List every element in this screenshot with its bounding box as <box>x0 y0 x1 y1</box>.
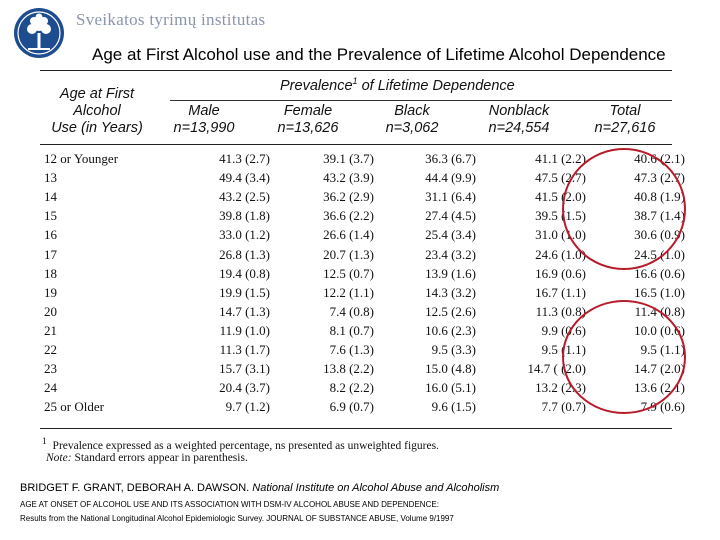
cell-female: 36.2 (2.9) <box>323 189 374 205</box>
cell-female: 26.6 (1.4) <box>323 227 374 243</box>
cell-black: 13.9 (1.6) <box>425 265 476 281</box>
cell-male: 19.4 (0.8) <box>219 265 270 281</box>
cell-male: 41.3 (2.7) <box>219 151 270 166</box>
cell-black: 15.0 (4.8) <box>425 361 476 377</box>
cell-black: 31.1 (6.4) <box>425 189 476 205</box>
column-header-total: Total n=27,616 <box>594 103 656 136</box>
cell-female: 8.1 (0.7) <box>329 322 374 338</box>
cell-male: 43.2 (2.5) <box>219 189 270 205</box>
bottom-rule <box>40 428 672 429</box>
cell-nonblack: 11.3 (0.8) <box>535 303 586 319</box>
cell-age: 24 <box>44 380 57 396</box>
cell-black: 23.4 (3.2) <box>425 246 476 262</box>
cell-male: 15.7 (3.1) <box>219 361 270 377</box>
column-header-male: Male n=13,990 <box>173 103 235 136</box>
cell-male: 11.9 (1.0) <box>219 322 270 338</box>
institute-logo-icon <box>14 8 64 58</box>
cell-female: 7.4 (0.8) <box>329 303 374 319</box>
cell-black: 9.6 (1.5) <box>431 399 476 415</box>
cell-female: 20.7 (1.3) <box>323 246 374 262</box>
cell-age: 20 <box>44 303 57 319</box>
column-header-female: Female n=13,626 <box>277 103 339 136</box>
cell-black: 14.3 (3.2) <box>425 284 476 300</box>
cell-black: 10.6 (2.3) <box>425 322 476 338</box>
cell-male: 33.0 (1.2) <box>219 227 270 243</box>
cell-male: 9.7 (1.2) <box>225 399 270 415</box>
cell-total: 16.6 (0.6) <box>634 265 685 281</box>
cell-black: 27.4 (4.5) <box>425 208 476 224</box>
cell-male: 19.9 (1.5) <box>219 284 270 300</box>
institute-name: Sveikatos tyrimų institutas <box>76 10 266 29</box>
top-rule <box>40 70 672 71</box>
cell-female: 12.2 (1.1) <box>323 284 374 300</box>
cell-age: 17 <box>44 246 57 262</box>
cell-nonblack: 16.9 (0.6) <box>535 265 586 281</box>
cell-female: 39.1 (3.7) <box>323 151 374 166</box>
citation-article-title: AGE AT ONSET OF ALCOHOL USE AND ITS ASSO… <box>20 500 439 509</box>
footnote-note: Note: Standard errors appear in parenthe… <box>46 452 248 464</box>
cell-age: 21 <box>44 322 57 338</box>
cell-black: 12.5 (2.6) <box>425 303 476 319</box>
prevalence-underline <box>170 100 672 101</box>
footnote-prevalence: 1 Prevalence expressed as a weighted per… <box>42 436 439 452</box>
table-row: 25 or Older 9.7 (1.2) 6.9 (0.7) 9.6 (1.5) 7.… <box>40 399 685 417</box>
cell-female: 7.6 (1.3) <box>329 342 374 357</box>
column-header-age: Age at First Alcohol Use (in Years) <box>51 86 143 136</box>
cell-age: 18 <box>44 265 57 281</box>
cell-age: 23 <box>44 361 57 377</box>
column-header-black: Black n=3,062 <box>385 103 439 136</box>
cell-black: 16.0 (5.1) <box>425 380 476 396</box>
table-row: 18 19.4 (0.8) 12.5 (0.7) 13.9 (1.6) 16.9 (0.… <box>40 265 685 284</box>
cell-nonblack: 7.7 (0.7) <box>541 399 586 415</box>
cell-nonblack: 16.7 (1.1) <box>535 284 586 300</box>
header-rule <box>40 144 672 145</box>
cell-age: 12 or Younger <box>44 151 119 166</box>
highlight-circle-lower <box>562 300 686 414</box>
cell-nonblack: 41.1 (2.2) <box>535 151 586 166</box>
cell-male: 20.4 (3.7) <box>219 380 270 396</box>
cell-female: 12.5 (0.7) <box>323 265 374 281</box>
table-title: Age at First Alcohol use and the Prevale… <box>92 45 666 64</box>
cell-age: 22 <box>44 342 57 357</box>
cell-total: 16.5 (1.0) <box>634 284 685 300</box>
cell-female: 43.2 (3.9) <box>323 170 374 186</box>
cell-black: 25.4 (3.4) <box>425 227 476 243</box>
cell-black: 44.4 (9.9) <box>425 170 476 186</box>
column-header-nonblack: Nonblack n=24,554 <box>488 103 550 136</box>
cell-female: 6.9 (0.7) <box>329 399 374 415</box>
highlight-circle-upper <box>562 148 686 270</box>
cell-male: 39.8 (1.8) <box>219 208 270 224</box>
cell-female: 8.2 (2.2) <box>329 380 374 396</box>
cell-age: 13 <box>44 170 57 186</box>
cell-male: 26.8 (1.3) <box>219 246 270 262</box>
table-row: 19 19.9 (1.5) 12.2 (1.1) 14.3 (3.2) 16.7 (1.… <box>40 284 685 303</box>
cell-male: 11.3 (1.7) <box>219 342 270 357</box>
cell-nonblack: 24.6 (1.0) <box>535 246 586 262</box>
cell-female: 13.8 (2.2) <box>323 361 374 377</box>
cell-black: 36.3 (6.7) <box>425 151 476 166</box>
cell-age: 25 or Older <box>44 399 104 415</box>
cell-black: 9.5 (3.3) <box>431 342 476 357</box>
prevalence-header: Prevalence1 of Lifetime Dependence <box>280 76 515 94</box>
cell-age: 15 <box>44 208 57 224</box>
citation-journal: Results from the National Longitudinal A… <box>20 514 454 523</box>
citation-authors: BRIDGET F. GRANT, DEBORAH A. DAWSON. Nat… <box>20 482 500 494</box>
cell-age: 14 <box>44 189 57 205</box>
cell-age: 16 <box>44 227 57 243</box>
cell-age: 19 <box>44 284 57 300</box>
table-row: 17 26.8 (1.3) 20.7 (1.3) 23.4 (3.2) 24.6 (1.… <box>40 246 685 265</box>
cell-female: 36.6 (2.2) <box>323 208 374 224</box>
cell-male: 49.4 (3.4) <box>219 170 270 186</box>
cell-male: 14.7 (1.3) <box>219 303 270 319</box>
